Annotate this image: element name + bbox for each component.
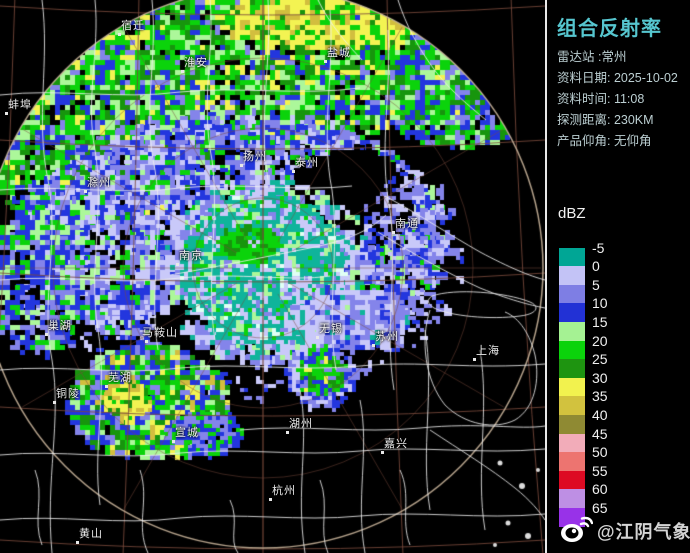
city-marker-dot xyxy=(53,401,56,404)
watermark-handle: @江阴气象 xyxy=(597,522,690,542)
city-label: 南通 xyxy=(395,218,419,230)
city-label: 淮安 xyxy=(184,57,208,69)
scale-swatch xyxy=(559,396,585,415)
panel-divider-line xyxy=(545,0,547,553)
scale-unit-label: dBZ xyxy=(558,205,586,222)
info-panel: 组合反射率 雷达站 :常州资料日期: 2025-10-02 资料时间: 11:08… xyxy=(547,0,690,553)
city-label: 嘉兴 xyxy=(384,438,408,450)
city-label: 滁州 xyxy=(87,177,111,189)
city-marker-dot xyxy=(45,333,48,336)
city-marker-dot xyxy=(145,340,148,343)
city-label: 黄山 xyxy=(79,528,103,540)
scale-swatch xyxy=(559,415,585,434)
scale-swatch xyxy=(559,322,585,341)
scale-swatch xyxy=(559,377,585,397)
city-marker-dot xyxy=(269,498,272,501)
city-label: 铜陵 xyxy=(56,388,80,400)
city-label: 芜湖 xyxy=(108,372,132,384)
city-marker-dot xyxy=(176,263,179,266)
city-label: 湖州 xyxy=(289,418,313,430)
scale-swatch xyxy=(559,247,585,267)
scale-tick-label: 40 xyxy=(592,407,608,423)
city-marker-dot xyxy=(473,358,476,361)
info-line: 产品仰角: 无仰角 xyxy=(557,134,652,148)
scale-tick-label: 50 xyxy=(592,444,608,461)
city-label: 宿迁 xyxy=(121,20,145,32)
scale-tick-label: 55 xyxy=(592,462,608,479)
city-label: 马鞍山 xyxy=(142,327,178,339)
radar-echo-canvas xyxy=(0,0,545,553)
product-title: 组合反射率 xyxy=(557,18,662,40)
info-line: 资料日期: 2025-10-02 xyxy=(557,71,678,85)
city-marker-dot xyxy=(5,112,8,115)
city-marker-dot xyxy=(84,190,87,193)
city-marker-dot xyxy=(286,431,289,434)
radar-metadata: 雷达站 :常州资料日期: 2025-10-02 资料时间: 11:08 探测距离: … xyxy=(557,47,678,152)
scale-swatch xyxy=(559,266,585,285)
city-label: 杭州 xyxy=(272,485,296,497)
city-label: 盐城 xyxy=(327,47,351,59)
scale-tick-label: 35 xyxy=(592,388,608,405)
scale-swatch xyxy=(559,508,585,527)
scale-swatch xyxy=(559,340,585,360)
city-label: 苏州 xyxy=(375,331,399,343)
watermark: @江阴气象 xyxy=(559,510,690,550)
city-label: 泰州 xyxy=(295,157,319,169)
city-marker-dot xyxy=(105,385,108,388)
city-label: 宣城 xyxy=(175,427,199,439)
city-marker-dot xyxy=(324,60,327,63)
city-marker-dot xyxy=(240,164,243,167)
scale-tick-label: 60 xyxy=(592,481,608,498)
scale-swatch xyxy=(559,470,585,490)
city-marker-dot xyxy=(316,336,319,339)
info-line: 雷达站 :常州 xyxy=(557,50,627,64)
weibo-icon xyxy=(559,514,594,549)
scale-swatch xyxy=(559,452,585,471)
scale-tick-label: 45 xyxy=(592,425,608,442)
city-marker-dot xyxy=(181,70,184,73)
scale-tick-label: 15 xyxy=(592,314,608,330)
city-label: 扬州 xyxy=(243,151,267,163)
city-marker-dot xyxy=(118,33,121,36)
scale-tick-label: 65 xyxy=(592,500,608,516)
scale-tick-label: 20 xyxy=(592,332,608,349)
radar-map: 宿迁淮安 盐城蚌埠滁州 扬州泰州南京 南通巢湖马鞍山 无锡苏州上海铜陵 芜湖宣城 湖州嘉兴杭… xyxy=(0,0,545,553)
city-marker-dot xyxy=(381,451,384,454)
city-label: 巢湖 xyxy=(48,320,72,332)
city-label: 蚌埠 xyxy=(8,99,32,111)
scale-swatch xyxy=(559,303,585,322)
scale-tick-label: 5 xyxy=(592,276,600,293)
city-label: 上海 xyxy=(476,345,500,357)
scale-swatch xyxy=(559,359,585,378)
scale-swatch xyxy=(559,489,585,508)
city-label: 南京 xyxy=(179,250,203,262)
info-line: 探测距离: 230KM xyxy=(557,113,654,127)
scale-tick-label: 10 xyxy=(592,295,608,312)
scale-tick-label: -5 xyxy=(592,239,605,256)
city-marker-dot xyxy=(76,541,79,544)
scale-tick-label: 30 xyxy=(592,369,608,386)
scale-tick-label: 25 xyxy=(592,351,608,368)
scale-swatch xyxy=(559,433,585,453)
scale-swatch xyxy=(559,229,585,248)
city-marker-dot xyxy=(392,231,395,234)
scale-swatch xyxy=(559,284,585,304)
city-label: 无锡 xyxy=(319,323,343,335)
city-marker-dot xyxy=(372,344,375,347)
city-marker-dot xyxy=(292,170,295,173)
city-marker-dot xyxy=(172,440,175,443)
scale-tick-label: 0 xyxy=(592,258,600,275)
info-line: 资料时间: 11:08 xyxy=(557,92,645,106)
